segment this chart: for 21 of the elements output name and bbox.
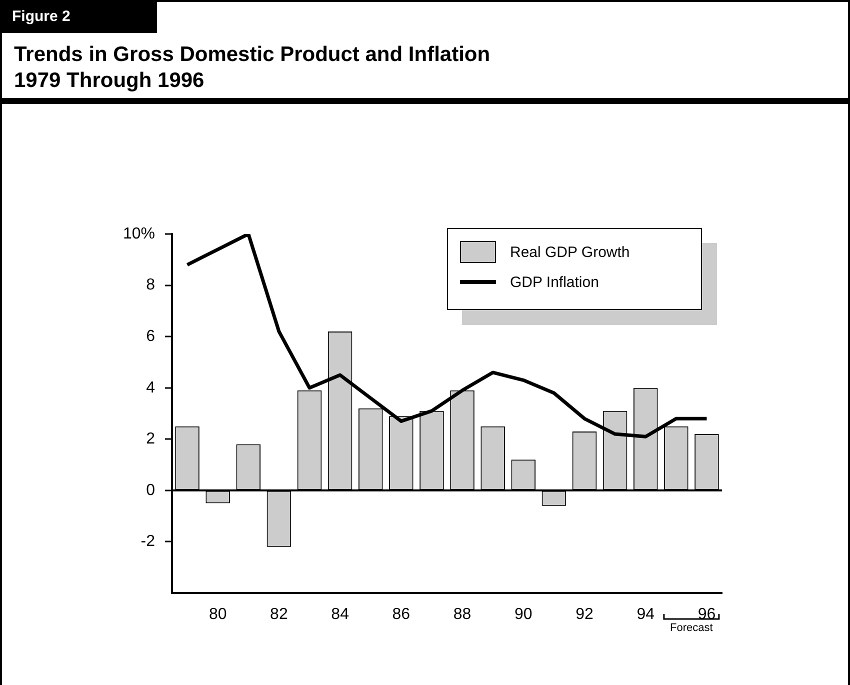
x-tick-label: 90 — [514, 606, 532, 624]
x-tick-label: 84 — [331, 606, 350, 624]
x-tick-label: 80 — [208, 606, 227, 624]
y-tick-label: 4 — [146, 379, 156, 396]
x-tick-label: 92 — [576, 606, 594, 624]
x-tick-label: 82 — [270, 606, 288, 624]
x-tick-label: 96 — [698, 606, 716, 624]
caption: Figure 2 — [0, 0, 157, 33]
y-tick-label: 2 — [146, 430, 156, 448]
y-tick-label: 10% — [122, 225, 155, 242]
x-tick-label: 94 — [636, 606, 655, 624]
x-tick-label: 86 — [392, 606, 410, 624]
y-tick-label: -2 — [140, 533, 156, 550]
y-tick-label: 0 — [146, 482, 156, 499]
chart-title: Trends in Gross Domestic Product and Inflation 1979 Through 1996 — [14, 42, 490, 94]
legend-label: GDP Inflation — [510, 274, 599, 290]
text: Forecast — [669, 622, 714, 634]
legend-label: Real GDP Growth — [510, 244, 630, 260]
x-tick-label: 88 — [453, 606, 472, 624]
y-tick-label: 8 — [146, 276, 156, 294]
y-tick-label: 6 — [146, 328, 156, 345]
